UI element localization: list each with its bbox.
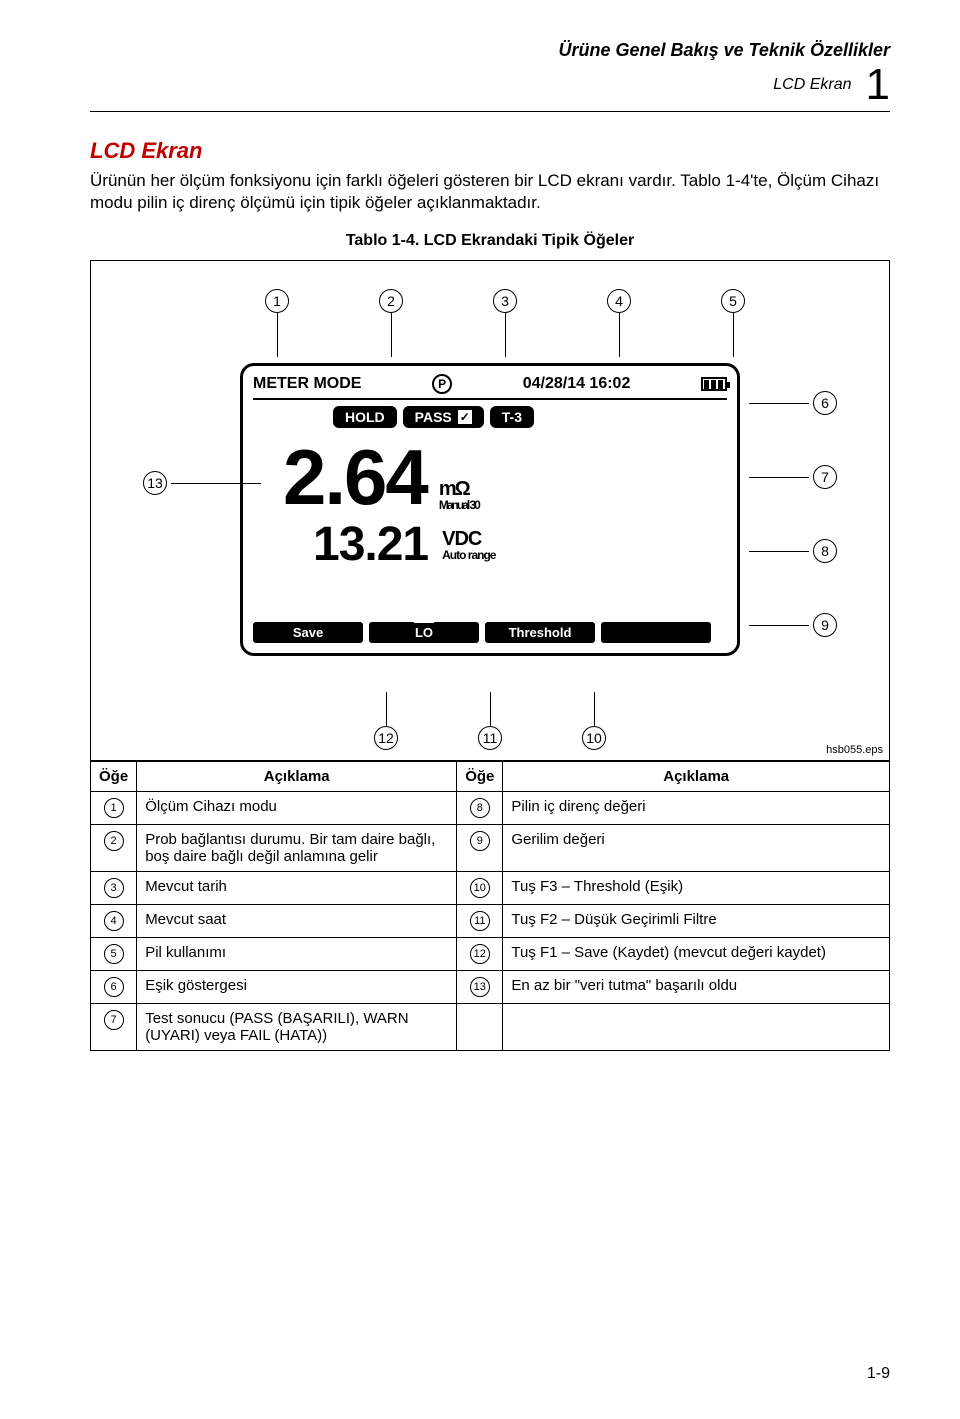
top-callout-row: 1 2 3 4 5 <box>171 289 839 357</box>
desc-10: Tuş F3 – Threshold (Eşik) <box>503 872 890 905</box>
main-unit: mΩ <box>439 479 479 499</box>
tnum-8: 8 <box>470 798 490 818</box>
th-desc-2: Açıklama <box>503 762 890 792</box>
table-row: 5 Pil kullanımı 12 Tuş F1 – Save (Kaydet… <box>91 938 890 971</box>
desc-3: Mevcut tarih <box>137 872 457 905</box>
header-chapter: 1 <box>866 63 890 107</box>
tnum-3: 3 <box>104 878 124 898</box>
desc-1: Ölçüm Cihazı modu <box>137 792 457 825</box>
table-row: 2 Prob bağlantısı durumu. Bir tam daire … <box>91 825 890 872</box>
probe-icon: P <box>432 374 452 394</box>
table-row: 1 Ölçüm Cihazı modu 8 Pilin iç direnç de… <box>91 792 890 825</box>
tnum-1: 1 <box>104 798 124 818</box>
leader-9 <box>749 625 809 626</box>
th-item-1: Öğe <box>91 762 137 792</box>
tnum-5: 5 <box>104 944 124 964</box>
tnum-12: 12 <box>470 944 490 964</box>
figure-frame: 1 2 3 4 5 METER MODE P 04/28/14 16:02 HO… <box>90 260 890 761</box>
desc-12: Tuş F1 – Save (Kaydet) (mevcut değeri ka… <box>503 938 890 971</box>
callout-5: 5 <box>721 289 745 313</box>
battery-icon <box>701 377 727 391</box>
desc-6: Eşik göstergesi <box>137 971 457 1004</box>
softkey-lo: LO <box>369 622 479 643</box>
leader-13 <box>171 483 261 484</box>
description-table: Öğe Açıklama Öğe Açıklama 1 Ölçüm Cihazı… <box>90 761 890 1051</box>
desc-8: Pilin iç direnç değeri <box>503 792 890 825</box>
softkey-save: Save <box>253 622 363 643</box>
lcd-mode: METER MODE <box>253 375 361 393</box>
tnum-13: 13 <box>470 977 490 997</box>
desc-9: Gerilim değeri <box>503 825 890 872</box>
callout-12: 12 <box>374 726 398 750</box>
sec-range: Auto range <box>442 549 495 561</box>
leader-6 <box>749 403 809 404</box>
section-title: LCD Ekran <box>90 138 890 164</box>
table-row: 3 Mevcut tarih 10 Tuş F3 – Threshold (Eş… <box>91 872 890 905</box>
eps-label: hsb055.eps <box>826 744 883 756</box>
intro-paragraph: Ürünün her ölçüm fonksiyonu için farklı … <box>90 170 890 214</box>
check-icon: ✓ <box>458 410 472 424</box>
callout-2: 2 <box>379 289 403 313</box>
desc-11: Tuş F2 – Düşük Geçirimli Filtre <box>503 905 890 938</box>
callout-11: 11 <box>478 726 502 750</box>
tnum-4: 4 <box>104 911 124 931</box>
desc-2: Prob bağlantısı durumu. Bir tam daire ba… <box>137 825 457 872</box>
tnum-2: 2 <box>104 831 124 851</box>
header-sub: LCD Ekran <box>773 76 851 94</box>
table-caption: Tablo 1-4. LCD Ekrandaki Tipik Öğeler <box>90 232 890 250</box>
pass-badge: PASS✓ <box>403 406 484 428</box>
callout-1: 1 <box>265 289 289 313</box>
softkey-blank <box>601 622 711 643</box>
sec-voltage-value: 13.21 <box>313 517 428 572</box>
page-number: 1-9 <box>867 1365 890 1383</box>
callout-13: 13 <box>143 471 167 495</box>
callout-8: 8 <box>813 539 837 563</box>
callout-10: 10 <box>582 726 606 750</box>
callout-6: 6 <box>813 391 837 415</box>
tnum-11: 11 <box>470 911 490 931</box>
tnum-7: 7 <box>104 1010 124 1030</box>
desc-7: Test sonucu (PASS (BAŞARILI), WARN (UYAR… <box>137 1004 457 1051</box>
main-resistance-value: 2.64 <box>283 432 427 523</box>
th-desc-1: Açıklama <box>137 762 457 792</box>
th-item-2: Öğe <box>457 762 503 792</box>
softkey-threshold: Threshold <box>485 622 595 643</box>
table-row: 4 Mevcut saat 11 Tuş F2 – Düşük Geçiriml… <box>91 905 890 938</box>
table-row: 7 Test sonucu (PASS (BAŞARILI), WARN (UY… <box>91 1004 890 1051</box>
desc-13: En az bir "veri tutma" başarılı oldu <box>503 971 890 1004</box>
lcd-screen: METER MODE P 04/28/14 16:02 HOLD PASS✓ T… <box>240 363 740 656</box>
leader-7 <box>749 477 809 478</box>
lcd-datetime: 04/28/14 16:02 <box>523 375 631 393</box>
desc-4: Mevcut saat <box>137 905 457 938</box>
desc-5: Pil kullanımı <box>137 938 457 971</box>
header-title: Ürüne Genel Bakış ve Teknik Özellikler <box>90 40 890 61</box>
hold-badge: HOLD <box>333 406 397 428</box>
t3-badge: T-3 <box>490 406 534 428</box>
header-rule <box>90 111 890 112</box>
callout-4: 4 <box>607 289 631 313</box>
leader-8 <box>749 551 809 552</box>
callout-3: 3 <box>493 289 517 313</box>
main-range: Manual 30 <box>439 499 479 511</box>
callout-9: 9 <box>813 613 837 637</box>
sec-unit: VDC <box>442 529 495 549</box>
tnum-9: 9 <box>470 831 490 851</box>
tnum-6: 6 <box>104 977 124 997</box>
callout-7: 7 <box>813 465 837 489</box>
table-row: 6 Eşik göstergesi 13 En az bir "veri tut… <box>91 971 890 1004</box>
tnum-10: 10 <box>470 878 490 898</box>
